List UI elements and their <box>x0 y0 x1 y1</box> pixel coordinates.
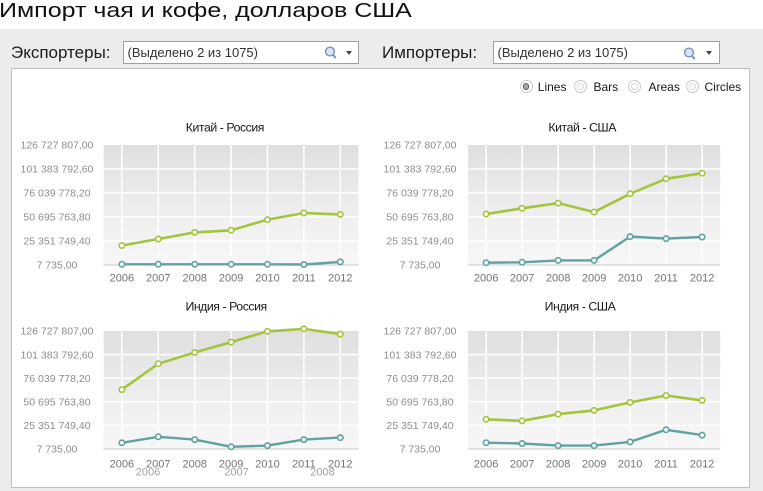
svg-text:2007: 2007 <box>224 466 248 478</box>
svg-text:101 383 792,60: 101 383 792,60 <box>384 349 457 361</box>
svg-text:2010: 2010 <box>618 459 642 471</box>
svg-text:2009: 2009 <box>582 273 606 285</box>
svg-text:2009: 2009 <box>219 273 243 285</box>
svg-text:2006: 2006 <box>110 273 134 285</box>
svg-text:2011: 2011 <box>292 273 316 285</box>
svg-text:50 695 763,80: 50 695 763,80 <box>23 397 90 409</box>
svg-text:7 735,00: 7 735,00 <box>400 444 441 456</box>
svg-text:50 695 763,80: 50 695 763,80 <box>23 212 90 224</box>
svg-text:2006: 2006 <box>474 459 498 471</box>
svg-text:25 351 749,40: 25 351 749,40 <box>386 236 453 248</box>
svg-text:126 727 807,00: 126 727 807,00 <box>21 326 94 338</box>
svg-text:7 735,00: 7 735,00 <box>37 260 78 272</box>
svg-text:2007: 2007 <box>510 273 534 285</box>
svg-text:7 735,00: 7 735,00 <box>37 444 78 456</box>
svg-text:2012: 2012 <box>328 459 352 471</box>
svg-text:25 351 749,40: 25 351 749,40 <box>23 236 90 248</box>
svg-text:2006: 2006 <box>110 459 134 471</box>
svg-text:2009: 2009 <box>219 459 243 471</box>
svg-text:76 039 778,20: 76 039 778,20 <box>23 373 90 385</box>
svg-text:76 039 778,20: 76 039 778,20 <box>386 188 453 200</box>
svg-text:50 695 763,80: 50 695 763,80 <box>386 397 453 409</box>
svg-text:Индия - Россия: Индия - Россия <box>185 299 266 313</box>
svg-text:2008: 2008 <box>546 273 570 285</box>
svg-text:50 695 763,80: 50 695 763,80 <box>386 212 453 224</box>
svg-text:101 383 792,60: 101 383 792,60 <box>21 349 94 361</box>
svg-text:101 383 792,60: 101 383 792,60 <box>21 164 94 176</box>
svg-text:2008: 2008 <box>182 273 206 285</box>
svg-text:76 039 778,20: 76 039 778,20 <box>23 188 90 200</box>
svg-text:2012: 2012 <box>328 273 352 285</box>
svg-text:2010: 2010 <box>255 459 279 471</box>
svg-text:2010: 2010 <box>618 273 642 285</box>
svg-text:2007: 2007 <box>146 459 170 471</box>
svg-text:2007: 2007 <box>510 459 534 471</box>
svg-text:2006: 2006 <box>474 273 498 285</box>
svg-text:126 727 807,00: 126 727 807,00 <box>384 326 457 338</box>
svg-text:25 351 749,40: 25 351 749,40 <box>23 420 90 432</box>
svg-text:126 727 807,00: 126 727 807,00 <box>384 140 457 152</box>
svg-text:2008: 2008 <box>310 466 334 478</box>
svg-text:2012: 2012 <box>690 273 714 285</box>
svg-text:101 383 792,60: 101 383 792,60 <box>384 164 457 176</box>
svg-text:126 727 807,00: 126 727 807,00 <box>21 140 94 152</box>
svg-text:2011: 2011 <box>292 459 316 471</box>
svg-text:2011: 2011 <box>654 459 678 471</box>
svg-text:Китай - Россия: Китай - Россия <box>186 121 264 135</box>
svg-text:2009: 2009 <box>582 459 606 471</box>
svg-text:2011: 2011 <box>654 273 678 285</box>
svg-text:Китай - США: Китай - США <box>548 121 617 135</box>
svg-text:76 039 778,20: 76 039 778,20 <box>386 373 453 385</box>
svg-text:2012: 2012 <box>690 459 714 471</box>
svg-text:2006: 2006 <box>136 466 160 478</box>
svg-text:25 351 749,40: 25 351 749,40 <box>386 420 453 432</box>
svg-text:2008: 2008 <box>182 459 206 471</box>
svg-text:2007: 2007 <box>146 273 170 285</box>
svg-text:Индия - США: Индия - США <box>545 299 617 313</box>
svg-text:2008: 2008 <box>546 459 570 471</box>
svg-text:2010: 2010 <box>255 273 279 285</box>
svg-text:7 735,00: 7 735,00 <box>400 260 441 272</box>
